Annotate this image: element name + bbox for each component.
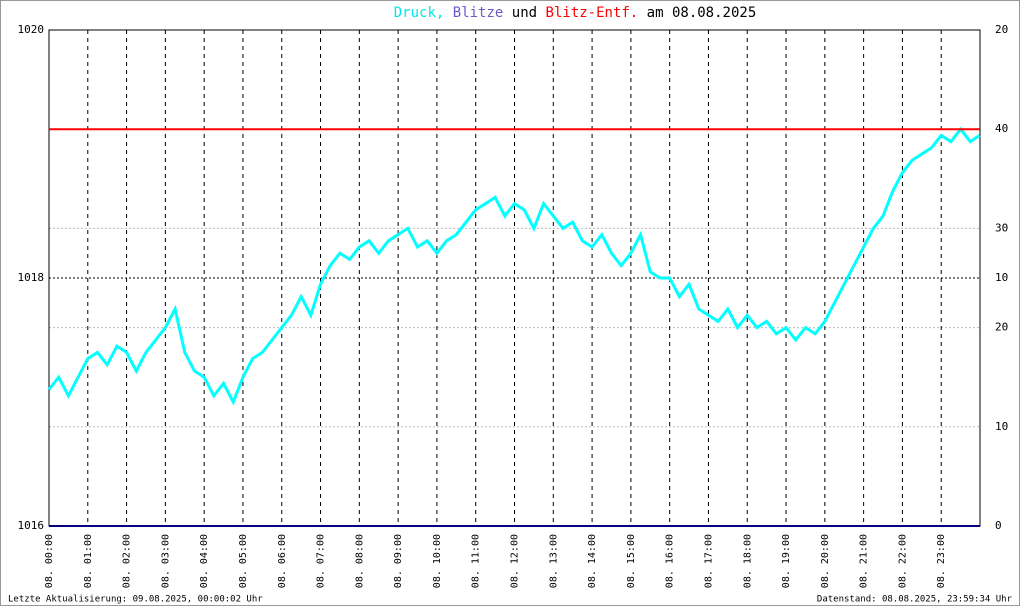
x-tick-label: 08. 17:00 [703,534,714,588]
x-tick-label: 08. 05:00 [238,534,249,588]
title-part: Blitze [453,5,504,21]
y3-tick-label: 10 [995,271,1008,284]
y3-tick-label: 20 [995,23,1008,36]
y2-tick-label: 10 [995,420,1008,433]
x-tick-label: 08. 03:00 [160,534,171,588]
y2-tick-label: 0 [995,519,1002,532]
x-tick-label: 08. 20:00 [820,534,831,588]
x-tick-label: 08. 08:00 [354,534,365,588]
title-part: am 08.08.2025 [647,5,757,21]
x-tick-label: 08. 15:00 [626,534,637,588]
x-tick-label: 08. 10:00 [432,534,443,588]
x-tick-label: 08. 13:00 [548,534,559,588]
title-part: Druck, [394,5,445,21]
title-part: und [512,5,537,21]
x-tick-label: 08. 21:00 [859,534,870,588]
y-tick-label: 1018 [18,271,45,284]
x-tick-label: 08. 22:00 [897,534,908,588]
footer-left: Letzte Aktualisierung: 09.08.2025, 00:00… [8,595,263,605]
x-tick-label: 08. 12:00 [510,534,521,588]
y2-tick-label: 30 [995,221,1008,234]
x-tick-label: 08. 06:00 [277,534,288,588]
footer-right: Datenstand: 08.08.2025, 23:59:34 Uhr [817,595,1013,605]
x-tick-label: 08. 11:00 [471,534,482,588]
chart-title: Druck, Blitze und Blitz-Entf. am 08.08.2… [394,5,757,21]
x-tick-label: 08. 01:00 [83,534,94,588]
title-part: Blitz-Entf. [546,5,639,21]
x-tick-label: 08. 00:00 [44,534,55,588]
y-tick-label: 1016 [18,519,45,532]
x-tick-label: 08. 19:00 [781,534,792,588]
x-tick-label: 08. 16:00 [665,534,676,588]
x-tick-label: 08. 09:00 [393,534,404,588]
x-tick-label: 08. 23:00 [936,534,947,588]
x-tick-label: 08. 04:00 [199,534,210,588]
x-tick-label: 08. 02:00 [122,534,133,588]
y2-tick-label: 40 [995,122,1008,135]
x-tick-label: 08. 07:00 [316,534,327,588]
y2-tick-label: 20 [995,321,1008,334]
x-tick-label: 08. 18:00 [742,534,753,588]
x-tick-label: 08. 14:00 [587,534,598,588]
y-tick-label: 1020 [18,23,45,36]
data-line [47,126,981,406]
